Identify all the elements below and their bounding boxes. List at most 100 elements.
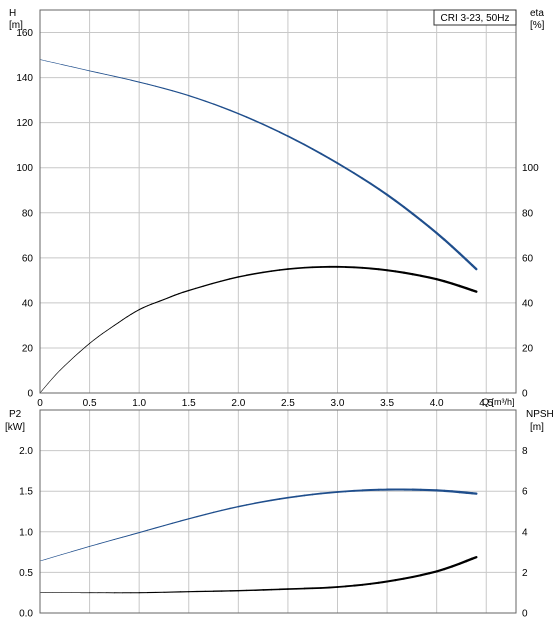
curve-segment <box>237 112 248 118</box>
x-tick-label: 4.0 <box>430 398 444 409</box>
curve-segment <box>118 319 124 324</box>
power-axis-unit: [kW] <box>5 422 25 433</box>
curve-segment <box>254 271 264 275</box>
curve-segment <box>377 580 389 584</box>
curve-segment <box>450 282 461 288</box>
power-tick-label: 1.5 <box>19 487 33 498</box>
curve-segment <box>171 520 182 524</box>
curve-segment <box>97 541 107 545</box>
head-plot-area <box>40 10 516 393</box>
curve-segment <box>336 162 347 170</box>
curve-segment <box>402 206 414 215</box>
curve-segment <box>113 322 119 326</box>
curve-segment <box>328 586 339 589</box>
chart-title-box <box>433 9 517 26</box>
curve-segment <box>163 297 169 301</box>
curve-segment <box>221 507 231 512</box>
curve-segment <box>465 258 474 267</box>
curve-segment <box>47 378 53 384</box>
curve-segment <box>179 518 190 522</box>
curve-segment <box>270 269 281 272</box>
curve-segment <box>63 361 70 367</box>
curve-segment <box>194 285 205 290</box>
head-tick-label: 80 <box>22 208 34 219</box>
power-y-tick-labels: 0.0 0.5 1.0 1.5 2.0 <box>19 446 33 619</box>
curve-segment <box>427 276 438 281</box>
curve-segment <box>204 100 215 105</box>
x-tick-label: 1.0 <box>132 398 146 409</box>
curve-segment <box>105 539 115 543</box>
curve-segment <box>196 513 206 518</box>
npsh-curve <box>39 555 478 594</box>
curve-segment <box>45 556 54 560</box>
curve-segment <box>278 131 289 137</box>
curve-segment <box>229 276 240 280</box>
curve-segment <box>254 501 264 505</box>
power-tick-label: 2.0 <box>19 446 33 457</box>
curve-segment <box>411 574 422 579</box>
curve-segment <box>155 85 165 89</box>
power-tick-label: 1.0 <box>19 527 33 538</box>
head-tick-label: 100 <box>16 163 33 174</box>
curve-segment <box>394 577 406 582</box>
curve-segment <box>163 522 173 527</box>
curve-segment <box>361 266 372 270</box>
head-y-tick-labels: 0 20 40 60 80 100 120 140 160 <box>16 28 33 399</box>
curve-segment <box>146 527 157 531</box>
curve-segment <box>254 119 264 126</box>
curve-segment <box>70 66 82 70</box>
curve-segment <box>204 511 215 516</box>
curve-segment <box>450 245 461 255</box>
curve-segment <box>369 267 380 271</box>
curve-segment <box>411 273 422 277</box>
curve-segment <box>443 280 454 285</box>
curve-segment <box>470 555 478 560</box>
curve-segment <box>182 289 190 293</box>
curve-segment <box>402 271 414 276</box>
efficiency-curve <box>39 265 478 394</box>
curve-segment <box>328 157 339 165</box>
curve-segment <box>320 491 331 495</box>
curve-segment <box>188 94 198 99</box>
curve-segment <box>212 509 223 514</box>
curve-segment <box>126 313 132 318</box>
curve-segment <box>443 238 454 248</box>
curve-segment <box>419 219 431 228</box>
curve-segment <box>470 289 478 293</box>
curve-segment <box>303 143 314 150</box>
head-curve <box>39 59 478 271</box>
curve-segment <box>167 296 172 299</box>
efficiency-tick-label: 60 <box>522 253 534 264</box>
curve-segment <box>287 495 297 499</box>
curve-segment <box>361 177 372 185</box>
efficiency-tick-label: 80 <box>522 208 534 219</box>
curve-segment <box>336 490 347 493</box>
flow-axis-label: Q [m³/h] <box>482 397 515 407</box>
curve-segment <box>278 268 289 271</box>
efficiency-axis-label: eta <box>530 8 544 19</box>
curve-segment <box>229 109 240 115</box>
x-tick-label: 0 <box>37 398 43 409</box>
x-tick-label: 3.0 <box>331 398 345 409</box>
curve-segment <box>89 543 99 547</box>
curve-segment <box>320 152 331 160</box>
head-axis-unit: [m] <box>9 20 23 31</box>
curve-segment <box>237 274 248 278</box>
power-axis-label: P2 <box>9 409 22 420</box>
curve-segment <box>311 492 322 496</box>
head-curves <box>39 59 478 394</box>
curve-segment <box>295 139 306 146</box>
efficiency-y-tick-labels: 0 20 40 60 80 100 <box>522 163 539 399</box>
x-tick-label: 4.5 <box>479 398 493 409</box>
head-tick-label: 140 <box>16 73 33 84</box>
curve-segment <box>179 92 190 97</box>
curve-segment <box>142 305 148 309</box>
curve-segment <box>435 231 446 241</box>
curve-segment <box>170 294 176 298</box>
curve-segment <box>353 172 364 180</box>
curve-segment <box>262 270 273 274</box>
head-tick-label: 40 <box>22 298 34 309</box>
x-tick-label: 0.5 <box>83 398 97 409</box>
curve-segment <box>443 565 454 571</box>
